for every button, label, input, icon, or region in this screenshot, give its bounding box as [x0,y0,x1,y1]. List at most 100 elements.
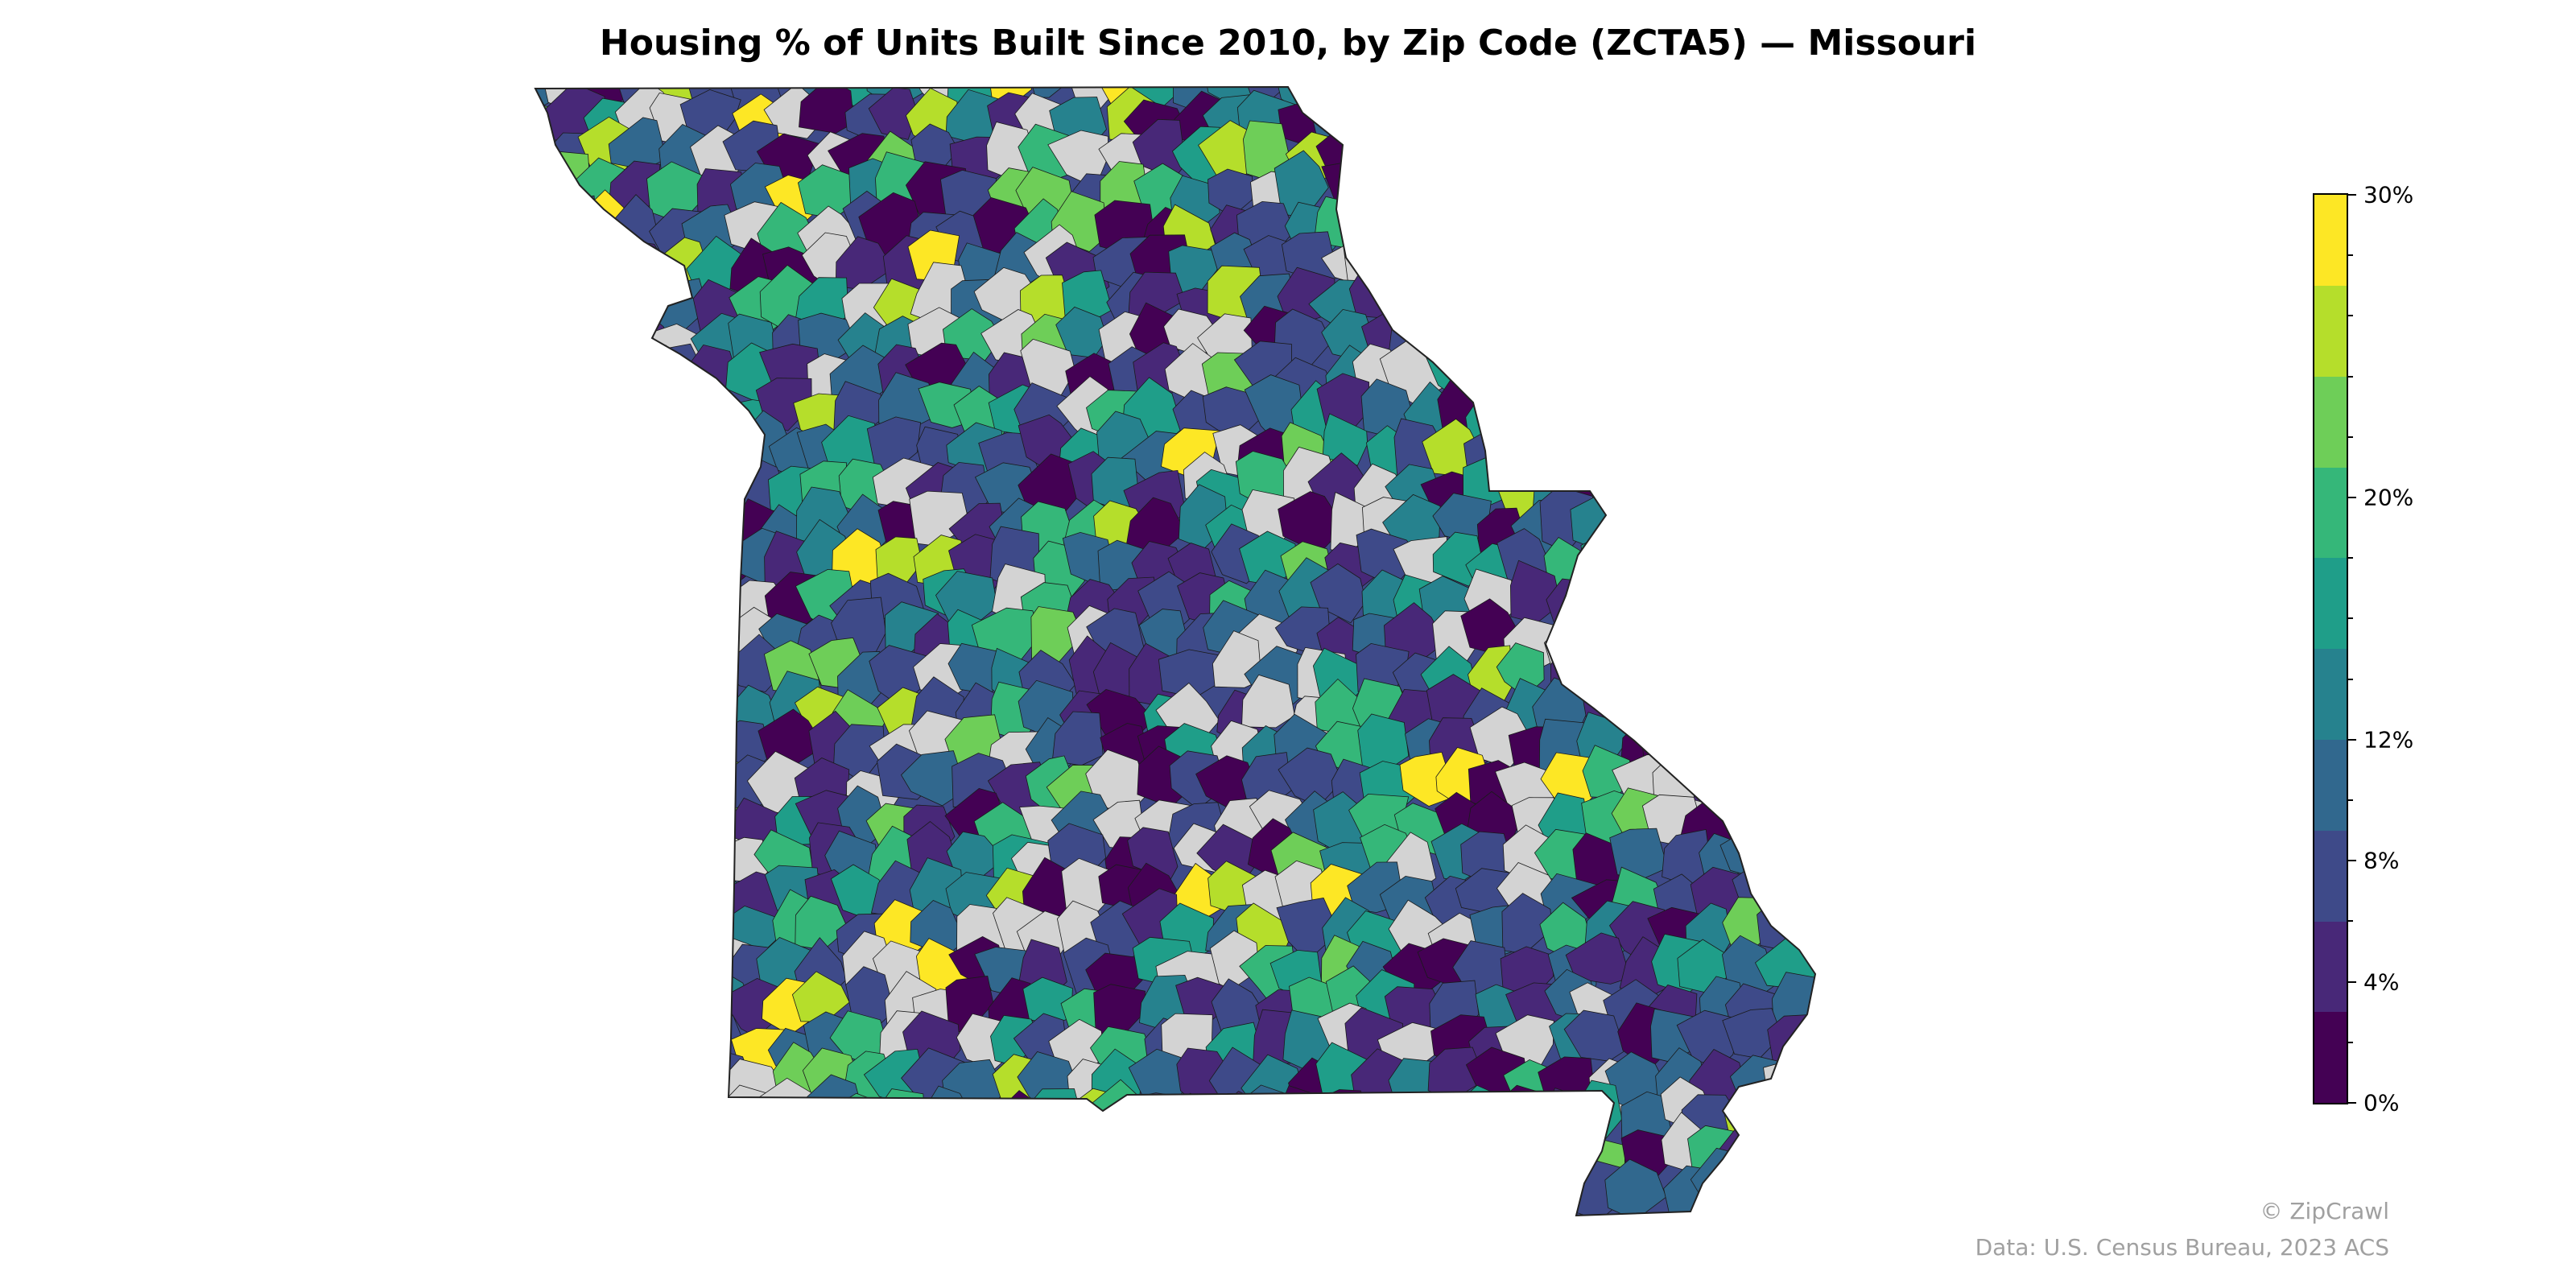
zip-polygon [645,1171,699,1216]
colorbar-minor-tick [2348,436,2353,438]
zip-polygon [648,528,712,588]
zip-polygon [1756,131,1809,183]
zip-polygon [1576,349,1635,400]
zip-polygon [1398,93,1459,147]
zip-polygon [535,352,592,413]
zip-polygon [578,947,636,998]
zip-polygon [1726,87,1787,105]
zip-polygon [1389,283,1445,334]
zip-polygon [613,345,678,397]
zip-polygon [535,324,555,374]
zip-polygon [974,1124,1036,1180]
zip-polygon [1724,118,1780,184]
zip-polygon [865,1158,934,1214]
zip-polygon [1686,121,1740,188]
zip-polygon [831,1092,885,1157]
colorbar-legend [2313,193,2348,1104]
zip-polygon [1435,1157,1484,1216]
zip-polygon [1574,270,1630,329]
zip-polygon [1537,1088,1603,1152]
zip-polygon [613,667,667,736]
zip-polygon [1279,1164,1335,1216]
zip-polygon [1721,654,1783,708]
zip-polygon [1098,1170,1148,1216]
zip-polygon [579,1124,634,1191]
zip-polygon [535,781,571,845]
zip-polygon [908,1166,967,1216]
zip-polygon [1164,1092,1218,1154]
colorbar-tick [2348,980,2356,983]
zip-polygon [762,1153,825,1216]
zip-polygon [543,1094,601,1150]
zip-polygon [1392,233,1455,293]
colorbar-band [2314,1012,2347,1104]
zip-polygon [1698,485,1753,543]
zip-polygon [1690,87,1748,112]
zip-polygon [535,1169,568,1216]
zip-polygon [643,1063,700,1112]
zip-polygon [1537,281,1604,344]
zip-polygon [1683,417,1737,473]
colorbar-minor-tick [2348,254,2353,257]
zip-polygon [618,464,678,514]
zip-polygon [1748,540,1814,595]
zip-polygon [1647,197,1701,258]
zip-polygon [1586,123,1646,175]
zip-polygon [1385,157,1440,219]
zip-polygon [724,1170,787,1216]
zip-polygon [679,455,737,510]
colorbar-band [2314,921,2347,1013]
zip-polygon [1612,428,1666,492]
zip-polygon [650,1123,718,1183]
zip-polygon [1578,208,1636,268]
zip-polygon [1565,431,1625,491]
colorbar-band [2314,558,2347,650]
zip-polygon [1404,197,1459,258]
zip-polygon [583,741,636,799]
zip-polygon [542,1168,596,1216]
colorbar-band [2314,649,2347,740]
zip-polygon [1693,340,1744,407]
zip-polygon [1639,415,1701,475]
zip-polygon [1553,302,1605,366]
zip-polygon [1605,271,1668,329]
colorbar-tick [2348,1102,2356,1104]
zip-polygon [535,937,556,992]
zip-polygon [1655,650,1709,712]
zip-polygon [586,643,646,703]
zip-polygon [611,781,671,848]
zip-polygon [1762,237,1815,300]
zip-polygon [791,1126,847,1186]
zip-polygon [650,908,705,966]
zip-polygon [1009,1127,1078,1190]
zip-polygon [1649,271,1702,328]
zip-polygon [535,650,555,713]
zip-polygon [535,1022,555,1072]
zip-polygon [1655,87,1711,106]
zip-polygon [1693,753,1747,810]
zip-polygon [1026,87,1079,98]
zip-polygon [535,87,551,117]
zip-polygon [1684,241,1740,292]
zip-polygon [644,648,699,707]
zip-polygon [1145,1121,1189,1182]
colorbar-minor-tick [2348,799,2353,801]
zip-polygon [900,750,967,807]
zip-polygon [1156,1121,1222,1178]
zip-polygon [545,1002,602,1067]
zip-polygon [551,1046,606,1103]
zip-polygon [572,907,638,967]
zip-polygon [950,1097,1019,1146]
zip-polygon [1432,87,1490,114]
zip-polygon [1760,745,1815,809]
map-title: Housing % of Units Built Since 2010, by … [599,23,1977,64]
zip-polygon [904,1123,961,1185]
zip-polygon [1358,1129,1418,1191]
zip-polygon [1385,87,1450,119]
zip-polygon [540,316,597,375]
zip-polygon [539,564,598,625]
zip-polygon [535,683,555,737]
zip-polygon [1251,1118,1298,1181]
zip-polygon [1462,250,1520,303]
zip-polygon [1692,601,1755,654]
